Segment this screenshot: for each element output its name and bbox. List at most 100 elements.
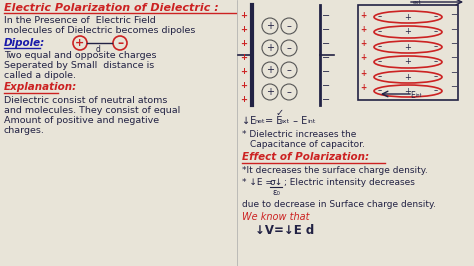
Text: −: − <box>322 95 330 105</box>
Text: ✓: ✓ <box>276 108 284 118</box>
Text: Two equal and opposite charges: Two equal and opposite charges <box>4 51 156 60</box>
Text: +: + <box>405 27 411 36</box>
Circle shape <box>281 62 297 78</box>
Circle shape <box>281 18 297 34</box>
Text: –: – <box>378 73 382 81</box>
Text: ext: ext <box>280 119 290 124</box>
Text: int: int <box>416 93 422 98</box>
Text: −: − <box>450 10 457 19</box>
Text: In the Presence of  Electric Field: In the Presence of Electric Field <box>4 16 156 25</box>
Text: Dielectric consist of neutral atoms: Dielectric consist of neutral atoms <box>4 96 167 105</box>
Ellipse shape <box>374 26 442 38</box>
Text: net: net <box>254 119 264 124</box>
Text: –: – <box>378 27 382 36</box>
Text: Electric Polarization of Dielectric :: Electric Polarization of Dielectric : <box>4 3 219 13</box>
Circle shape <box>281 84 297 100</box>
Text: –: – <box>434 27 438 36</box>
Text: −: − <box>450 53 457 63</box>
Text: +: + <box>405 57 411 66</box>
Text: –: – <box>378 57 382 66</box>
Text: d: d <box>96 45 100 54</box>
Text: We know that: We know that <box>242 212 310 222</box>
Text: −: − <box>322 81 330 91</box>
Text: +: + <box>360 82 366 92</box>
Text: * Dielectric increases the: * Dielectric increases the <box>242 130 356 139</box>
Text: −: − <box>322 11 330 21</box>
Text: ; Electric intensity decreases: ; Electric intensity decreases <box>284 178 415 187</box>
Text: –: – <box>434 43 438 52</box>
Circle shape <box>73 36 87 50</box>
Text: –: – <box>434 57 438 66</box>
Text: called a dipole.: called a dipole. <box>4 71 76 80</box>
Text: +: + <box>360 26 366 35</box>
Text: −: − <box>322 67 330 77</box>
Text: –: – <box>287 87 292 97</box>
Circle shape <box>262 84 278 100</box>
Text: –: – <box>287 65 292 75</box>
Text: +: + <box>240 39 247 48</box>
Ellipse shape <box>374 56 442 68</box>
Text: –: – <box>378 43 382 52</box>
Text: –: – <box>287 43 292 53</box>
Text: −: − <box>450 82 457 92</box>
Text: –: – <box>378 86 382 95</box>
Text: –: – <box>434 13 438 22</box>
Text: −: − <box>450 39 457 48</box>
Text: Dipole:: Dipole: <box>4 38 45 48</box>
Text: −: − <box>322 53 330 63</box>
Text: −: − <box>450 69 457 77</box>
Text: ↓E: ↓E <box>242 116 256 126</box>
Text: Effect of Polarization:: Effect of Polarization: <box>242 152 369 162</box>
Text: +: + <box>360 39 366 48</box>
Text: +: + <box>266 21 274 31</box>
Text: −: − <box>322 25 330 35</box>
Circle shape <box>113 36 127 50</box>
Text: –: – <box>287 21 292 31</box>
Text: +: + <box>240 53 247 63</box>
Text: * ↓E =: * ↓E = <box>242 178 273 187</box>
Text: −: − <box>322 39 330 49</box>
Text: +: + <box>266 87 274 97</box>
Text: Capacitance of capacitor.: Capacitance of capacitor. <box>250 140 365 149</box>
Bar <box>358 5 458 100</box>
Text: ε₀: ε₀ <box>273 188 281 197</box>
Text: +: + <box>240 95 247 105</box>
Text: +: + <box>240 68 247 77</box>
Text: ↓V=↓E d: ↓V=↓E d <box>255 224 314 237</box>
Text: – E: – E <box>290 116 307 126</box>
Circle shape <box>262 40 278 56</box>
Text: int: int <box>307 119 315 124</box>
Text: charges.: charges. <box>4 126 45 135</box>
Text: −: − <box>450 26 457 35</box>
Text: +: + <box>240 81 247 90</box>
Text: +: + <box>360 10 366 19</box>
Text: +: + <box>405 13 411 22</box>
Circle shape <box>281 40 297 56</box>
Ellipse shape <box>374 85 442 97</box>
Text: +: + <box>266 43 274 53</box>
Text: molecules of Dielectric becomes dipoles: molecules of Dielectric becomes dipoles <box>4 26 195 35</box>
Text: –: – <box>434 86 438 95</box>
Text: +: + <box>266 65 274 75</box>
Text: +: + <box>240 26 247 35</box>
Text: –: – <box>434 73 438 81</box>
Text: Explanation:: Explanation: <box>4 82 77 92</box>
Text: due to decrease in Surface charge density.: due to decrease in Surface charge densit… <box>242 200 436 209</box>
Text: σ↓: σ↓ <box>270 178 283 187</box>
Text: +: + <box>405 73 411 81</box>
Circle shape <box>262 62 278 78</box>
Text: Amount of positive and negative: Amount of positive and negative <box>4 116 159 125</box>
Text: +: + <box>240 11 247 20</box>
Text: +: + <box>75 38 85 48</box>
Text: +: + <box>360 69 366 77</box>
Text: = E: = E <box>265 116 283 126</box>
Text: Seperated by Small  distance is: Seperated by Small distance is <box>4 61 154 70</box>
Text: +: + <box>405 43 411 52</box>
Text: *It decreases the surface charge density.: *It decreases the surface charge density… <box>242 166 428 175</box>
Text: –: – <box>378 13 382 22</box>
Ellipse shape <box>374 71 442 83</box>
Text: +: + <box>360 53 366 63</box>
Text: E: E <box>410 91 415 100</box>
Circle shape <box>262 18 278 34</box>
Text: +: + <box>405 86 411 95</box>
